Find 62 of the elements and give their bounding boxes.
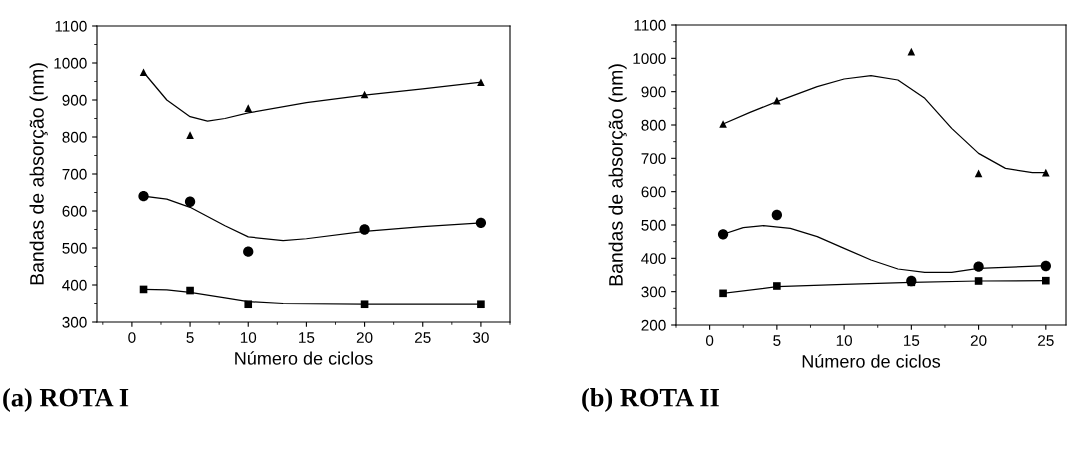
y-tick-label: 1100 bbox=[634, 19, 666, 31]
point bbox=[138, 191, 149, 202]
y-tick-label: 600 bbox=[62, 205, 87, 217]
point bbox=[475, 217, 487, 228]
x-tick-label: 10 bbox=[836, 335, 852, 346]
x-tick-label: 0 bbox=[705, 335, 714, 346]
y-tick-label: 800 bbox=[641, 119, 666, 131]
y-tick-label: 900 bbox=[62, 94, 87, 106]
x-tick-label: 30 bbox=[473, 332, 489, 343]
x-tick-label: 25 bbox=[1038, 335, 1054, 346]
point bbox=[139, 68, 148, 77]
point bbox=[243, 246, 254, 257]
point bbox=[1042, 276, 1050, 285]
point bbox=[719, 120, 727, 128]
x-tick-label: 5 bbox=[773, 335, 781, 346]
point bbox=[1042, 168, 1050, 177]
y-tick-label: 200 bbox=[641, 319, 666, 331]
y-tick-label: 1000 bbox=[54, 57, 87, 69]
x-tick-label: 25 bbox=[415, 332, 431, 343]
x-axis-title: Número de ciclos bbox=[235, 351, 373, 365]
point bbox=[184, 196, 196, 207]
y-tick-label: 1000 bbox=[633, 53, 666, 65]
x-tick-label: 5 bbox=[186, 332, 194, 343]
x-tick-label: 10 bbox=[240, 332, 257, 343]
y-tick-label: 900 bbox=[641, 86, 666, 98]
x-tick-label: 15 bbox=[299, 332, 315, 343]
y-tick-label: 500 bbox=[641, 219, 666, 231]
point bbox=[974, 277, 983, 285]
point bbox=[359, 224, 370, 235]
point bbox=[974, 169, 983, 178]
y-tick-label: 300 bbox=[62, 316, 87, 328]
point bbox=[773, 282, 781, 290]
y-tick-label: 700 bbox=[62, 168, 87, 180]
text: (b) ROTA II bbox=[582, 388, 719, 412]
point bbox=[244, 300, 253, 309]
point bbox=[244, 104, 253, 112]
y-tick-label: 600 bbox=[641, 186, 666, 198]
point bbox=[1040, 260, 1051, 272]
x-tick-label: 0 bbox=[128, 332, 136, 343]
y-tick-label: 500 bbox=[62, 242, 87, 254]
y-tick-label: 800 bbox=[62, 131, 87, 143]
point bbox=[719, 289, 727, 298]
point bbox=[771, 209, 783, 221]
x-tick-label: 20 bbox=[970, 335, 987, 346]
point bbox=[477, 78, 485, 87]
y-axis-title: Bandas de absorção (nm) bbox=[608, 64, 627, 286]
x-tick-label: 15 bbox=[904, 335, 920, 346]
y-tick-label: 400 bbox=[62, 279, 87, 291]
point bbox=[186, 286, 194, 295]
text: (a) ROTA I bbox=[3, 388, 129, 412]
point bbox=[186, 131, 194, 139]
point bbox=[360, 300, 369, 309]
y-tick-label: 1100 bbox=[55, 20, 87, 32]
y-tick-label: 400 bbox=[641, 253, 666, 265]
y-tick-label: 700 bbox=[641, 153, 666, 165]
point bbox=[973, 261, 984, 272]
x-tick-label: 20 bbox=[356, 332, 373, 343]
x-axis-title: Número de ciclos bbox=[802, 354, 941, 368]
y-axis-title: Bandas de absorção (nm) bbox=[29, 63, 48, 285]
point bbox=[477, 300, 485, 309]
y-tick-label: 300 bbox=[641, 286, 666, 298]
point bbox=[717, 229, 729, 240]
